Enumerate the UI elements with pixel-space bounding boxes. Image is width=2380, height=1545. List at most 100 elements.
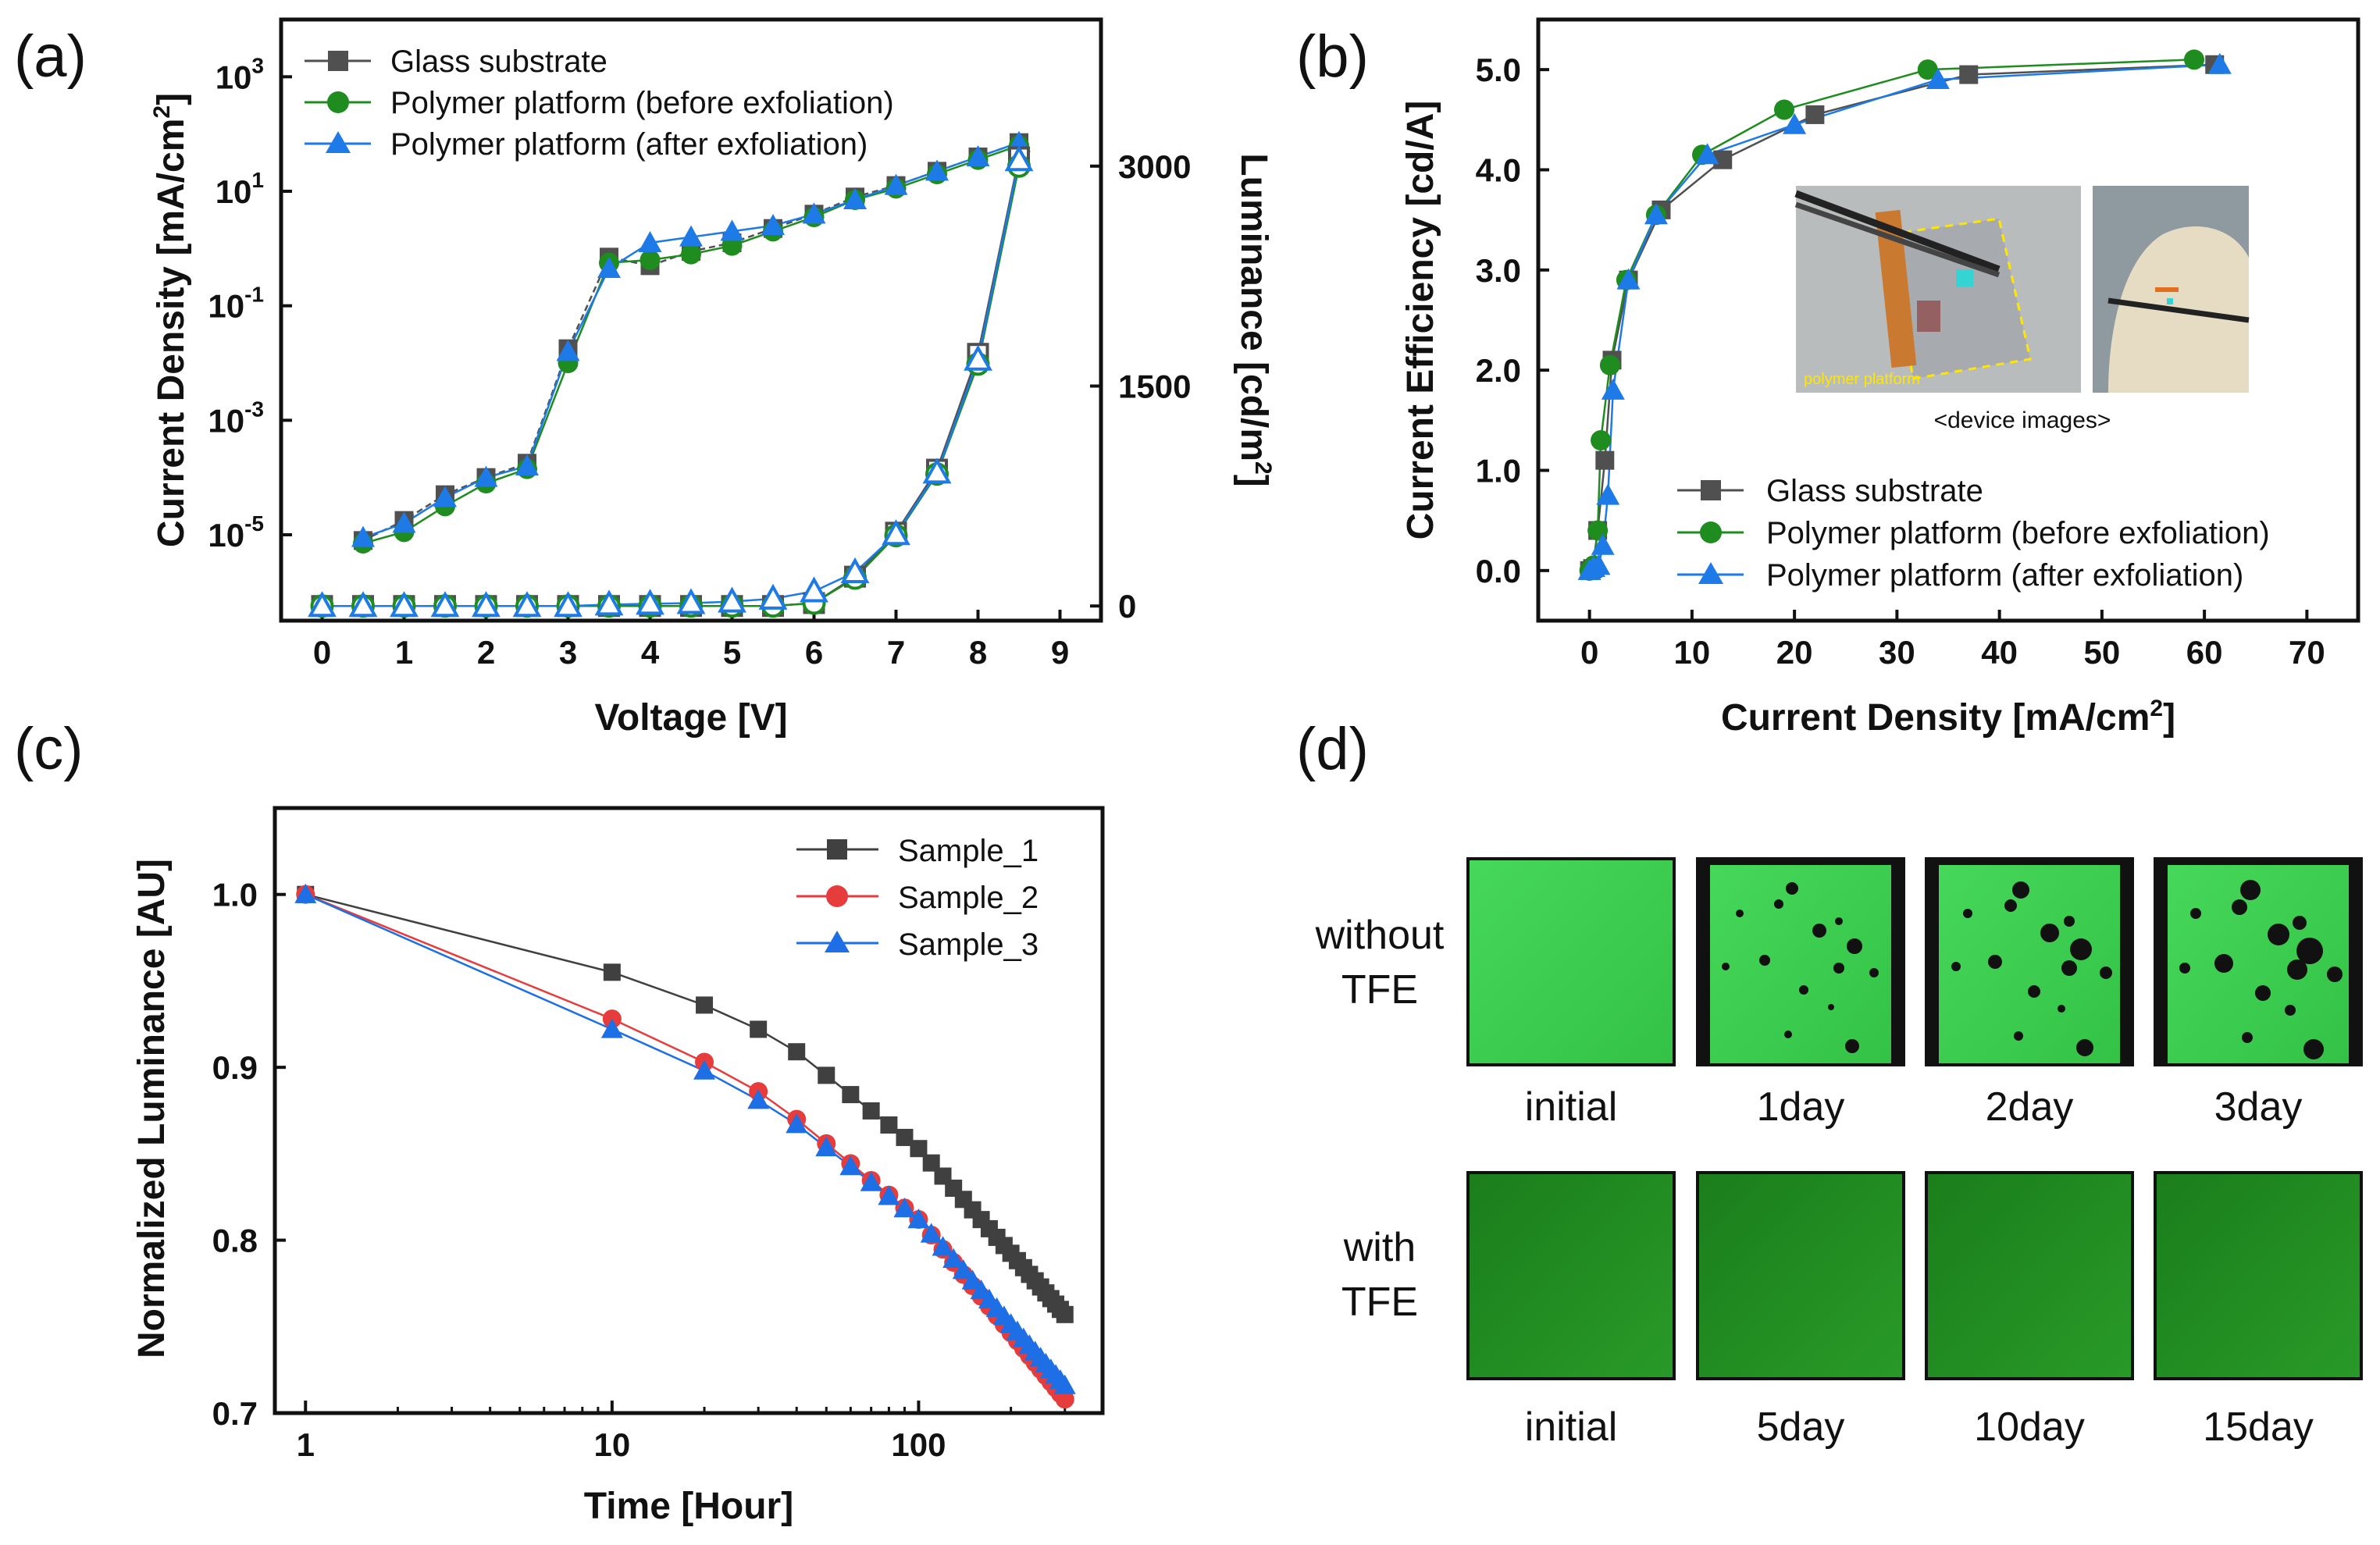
point (693, 1059, 716, 1080)
point (1774, 99, 1794, 120)
caption-row1-1day: 1day (1757, 1084, 1845, 1130)
row2-label-line2: TFE (1341, 1280, 1418, 1325)
l-point (594, 589, 624, 616)
panel-label-b: (b) (1296, 23, 1369, 90)
y-tick-label: 5.0 (1476, 52, 1521, 88)
l-point (882, 519, 910, 546)
l-point (800, 576, 828, 603)
legend-b-glass: Glass substrate (1766, 474, 1983, 508)
x-tick-label: 3 (559, 634, 577, 671)
photo-emission (2168, 865, 2349, 1063)
y-tick-label: 1.0 (1476, 453, 1521, 489)
y-tick-label: 103 (216, 53, 264, 95)
chart-c-xlabel: Time [Hour] (584, 1486, 793, 1527)
point (961, 1269, 984, 1290)
x-tick-label: 60 (2186, 634, 2223, 671)
point (1616, 268, 1641, 290)
y-tick-exp: -5 (244, 511, 264, 536)
chart-b-frame (1536, 17, 2360, 623)
l-point (718, 586, 746, 613)
chart-c-legend: Sample_1 Sample_2 Sample_3 (796, 834, 1039, 962)
photo-row1-2day (1925, 857, 2134, 1066)
j-point (556, 340, 580, 361)
photo-emission (1470, 860, 1673, 1063)
point (750, 1020, 768, 1038)
tweezers-bottom (1794, 201, 2001, 278)
chart-a-xlabel: Voltage [V] (594, 697, 787, 739)
panel-d: without TFE with TFE (1315, 857, 2363, 1450)
polymer-platform-label: polymer platform (1804, 371, 1920, 388)
point (2207, 52, 2232, 74)
j-point (638, 231, 662, 252)
chart-b-ylabel: Current Efficiency [cd/A] (1400, 101, 1441, 540)
point (696, 996, 714, 1014)
j-point (966, 145, 990, 166)
y2-tick-label: 3000 (1118, 148, 1191, 185)
chart-c-lines (305, 893, 1066, 1401)
point (1587, 554, 1611, 575)
row2-label-line1: with (1343, 1225, 1416, 1270)
x-tick-label: 0 (1580, 634, 1598, 671)
chart-a-ylabel-sup: 2 (149, 105, 175, 119)
j-point (720, 219, 744, 241)
point (747, 1089, 770, 1109)
panel-label-d: (d) (1296, 716, 1369, 782)
chart-c-marks (294, 883, 1076, 1409)
y2-tick-label: 0 (1118, 588, 1136, 625)
legend-a-glass: Glass substrate (390, 44, 607, 79)
x-tick-label: 70 (2289, 634, 2325, 671)
y-tick-label: 4.0 (1476, 152, 1521, 189)
caption-row2-initial: initial (1525, 1404, 1618, 1450)
chart-c-ticks: 1 10 100 0.7 0.8 0.9 1.0 (212, 877, 1067, 1463)
x-tick-label: 8 (969, 634, 987, 671)
point (932, 1236, 954, 1256)
photo-emission (1939, 865, 2120, 1063)
point (1601, 378, 1625, 400)
y-tick-label: 0.7 (212, 1395, 258, 1432)
point (842, 1086, 860, 1104)
point (815, 1136, 838, 1157)
x-tick-label: 30 (1879, 634, 1915, 671)
y-tick-label: 101 (216, 168, 264, 210)
photo-emission (1928, 1174, 2131, 1377)
point (910, 1140, 928, 1158)
point (600, 1018, 623, 1038)
point (1599, 354, 1620, 376)
caption-row2-5day: 5day (1757, 1404, 1845, 1450)
l-line-2 (322, 160, 1021, 607)
y-tick-label: 10-5 (208, 511, 264, 554)
legend-a-marker-glass (328, 51, 348, 71)
y-tick-exp: 3 (251, 53, 264, 77)
point (1596, 483, 1620, 505)
point (786, 1113, 808, 1134)
l-line-1 (322, 166, 1021, 607)
legend-a-marker-after (326, 131, 351, 153)
j-point (843, 188, 867, 209)
chart-b-ticks: 0 10 20 30 40 50 60 70 0.0 1.0 2.0 3.0 4.0 5.0 (1476, 52, 2325, 671)
y-tick-base: 10 (208, 288, 244, 325)
legend-b-marker-after (1698, 562, 1723, 584)
point (1644, 203, 1668, 225)
l-point (308, 591, 337, 618)
point (922, 1154, 940, 1172)
y2-tick-label: 1500 (1118, 368, 1191, 405)
point (1783, 112, 1807, 134)
y-tick-base: 10 (208, 402, 244, 439)
legend-c-marker-2 (826, 885, 848, 907)
point (1595, 450, 1615, 470)
l-point (636, 589, 664, 615)
x-tick-label: 50 (2084, 634, 2121, 671)
chart-a-lines (322, 141, 1021, 607)
photo-row1-1day (1696, 857, 1905, 1066)
chart-a-y2label: Luminance [cd/m2] (1233, 153, 1276, 486)
x-tick-label: 2 (477, 634, 495, 671)
photo-row2-initial (1466, 1171, 1676, 1380)
l-point (676, 588, 706, 614)
l-point (840, 557, 870, 584)
l-point (964, 344, 992, 371)
photo-row2-15day (2154, 1171, 2363, 1380)
l-point (472, 591, 501, 618)
point (1695, 143, 1719, 165)
